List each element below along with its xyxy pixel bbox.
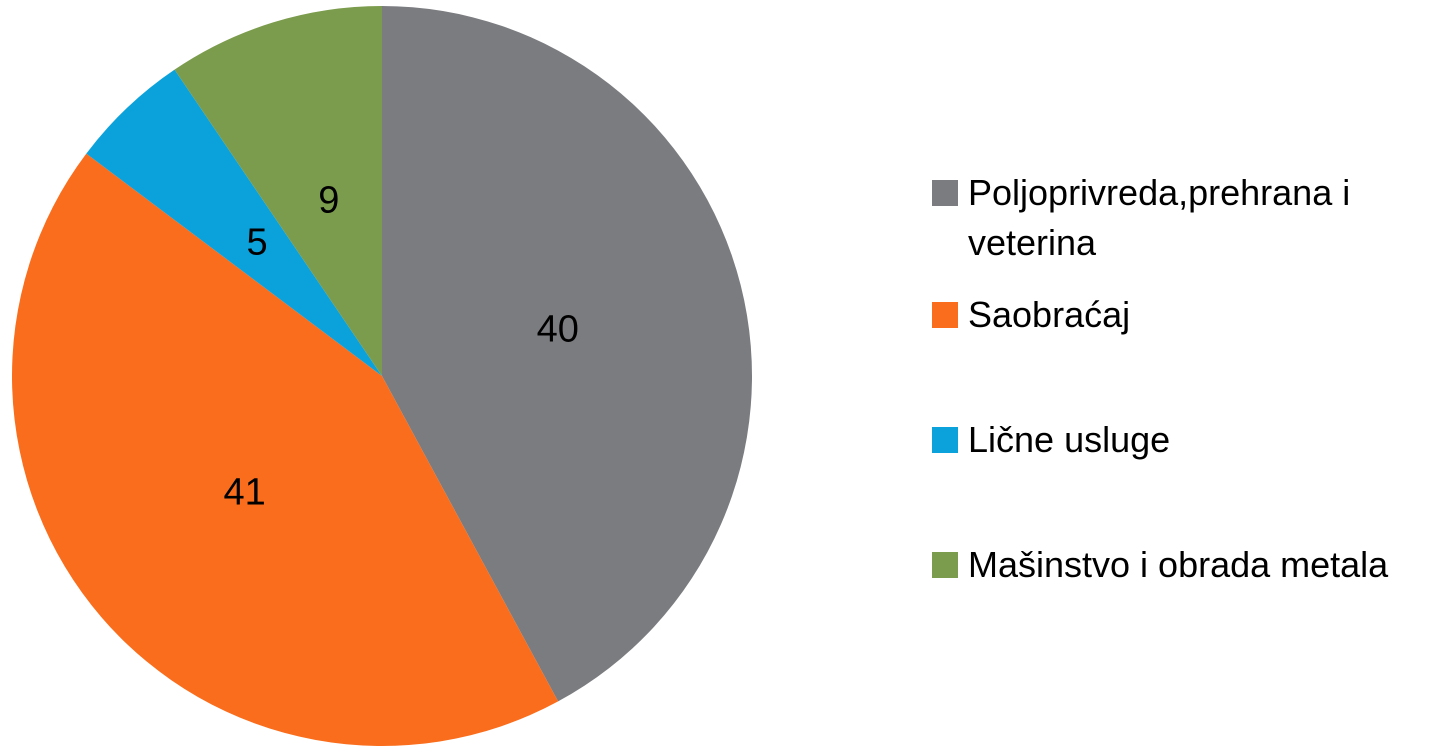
data-label: 5 — [246, 222, 267, 264]
legend-label: Poljoprivreda,prehrana i veterina — [968, 172, 1351, 263]
legend-label: Lične usluge — [968, 419, 1171, 460]
pie-slice — [86, 69, 382, 377]
legend-label: Saobraćaj — [968, 294, 1131, 335]
data-label: 41 — [223, 471, 265, 513]
legend-swatch — [932, 302, 958, 328]
pie: 40 41 5 9 — [12, 5, 753, 746]
legend-item: Poljoprivreda,prehrana i veterina — [932, 168, 1432, 268]
legend-swatch — [932, 427, 958, 453]
legend-item: Mašinstvo i obrada metala — [932, 540, 1432, 590]
data-label: 9 — [318, 180, 339, 222]
data-label: 40 — [537, 309, 579, 351]
legend-swatch — [932, 180, 958, 206]
legend-item: Saobraćaj — [932, 290, 1432, 340]
pie-slice — [382, 6, 753, 702]
legend-label: Mašinstvo i obrada metala — [968, 544, 1389, 585]
pie-slice — [174, 5, 382, 376]
legend-item: Lične usluge — [932, 415, 1432, 465]
legend-swatch — [932, 552, 958, 578]
pie-slice — [12, 153, 559, 746]
